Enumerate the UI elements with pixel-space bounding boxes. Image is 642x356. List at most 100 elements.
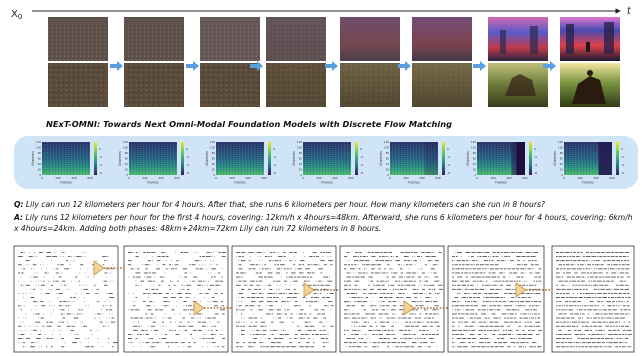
city-image-step-3 [200, 17, 260, 61]
y-axis-label: Channels [205, 151, 209, 166]
text-token-panel-2 [123, 245, 229, 353]
x-tick: 600 [87, 176, 93, 180]
x-axis-label: Frames [147, 181, 159, 185]
x-tick: 400 [593, 176, 599, 180]
step-connector [403, 300, 448, 316]
colorbar-tick: -4 [534, 163, 537, 167]
y-tick: 0 [387, 173, 389, 177]
triangle-marker-icon [303, 282, 315, 298]
y-tick: 120 [210, 140, 215, 144]
x-tick: 200 [229, 176, 235, 180]
y-axis-label: Channels [553, 151, 557, 166]
x-tick: 200 [142, 176, 148, 180]
y-tick: 20 [560, 168, 564, 172]
y-axis-label: Channels [379, 151, 383, 166]
x-tick: 600 [609, 176, 615, 180]
colorbar-tick: 0 [273, 147, 275, 151]
x-axis-label: Frames [582, 181, 594, 185]
y-tick: 20 [212, 168, 216, 172]
y-tick: 60 [473, 157, 477, 161]
x-tick: 200 [490, 176, 496, 180]
y-tick: 120 [384, 140, 389, 144]
colorbar-tick: 0 [534, 147, 536, 151]
colorbar-tick: -6 [621, 171, 624, 175]
colorbar-tick: -2 [621, 155, 624, 159]
y-tick: 120 [471, 140, 476, 144]
arrow-right-icon [473, 61, 486, 71]
y-axis-label: Channels [466, 151, 470, 166]
x-tick: 600 [435, 176, 441, 180]
x-tick: 400 [245, 176, 251, 180]
y-tick: 0 [126, 173, 128, 177]
colorbar-tick: -2 [447, 155, 450, 159]
t-label: t [627, 6, 632, 17]
x-tick: 0 [563, 176, 565, 180]
y-tick: 40 [473, 162, 477, 166]
colorbar-tick: -4 [273, 163, 276, 167]
y-tick: 100 [297, 146, 302, 150]
colorbar-tick: -4 [360, 163, 363, 167]
y-tick: 40 [38, 162, 42, 166]
step-connector [303, 282, 340, 298]
colorbar-tick: -6 [360, 171, 363, 175]
y-tick: 80 [560, 151, 564, 155]
x-tick: 400 [332, 176, 338, 180]
y-tick: 120 [297, 140, 302, 144]
y-tick: 100 [471, 146, 476, 150]
y-tick: 20 [299, 168, 303, 172]
colorbar-tick: -6 [186, 171, 189, 175]
x-tick: 200 [403, 176, 409, 180]
city-image-step-7 [488, 17, 548, 61]
y-tick: 40 [125, 162, 129, 166]
paper-title: NExT-OMNI: Towards Next Omni-Modal Found… [46, 119, 453, 129]
y-tick: 60 [299, 157, 303, 161]
text-token-panel-6 [551, 245, 635, 353]
colorbar-tick: -2 [99, 155, 102, 159]
colorbar-tick: 0 [360, 147, 362, 151]
horse-image-step-3 [200, 63, 260, 107]
text-token-panel-4 [339, 245, 445, 353]
x-axis-label: Frames [60, 181, 72, 185]
step-arrows [110, 61, 556, 71]
colorbar-tick: -2 [273, 155, 276, 159]
triangle-marker-icon [193, 300, 205, 316]
y-tick: 120 [123, 140, 128, 144]
y-axis-label: Channels [118, 151, 122, 166]
triangle-marker-icon [403, 300, 415, 316]
x-tick: 400 [506, 176, 512, 180]
x-tick: 400 [419, 176, 425, 180]
y-tick: 0 [213, 173, 215, 177]
colorbar-tick: 0 [186, 147, 188, 151]
y-tick: 20 [125, 168, 129, 172]
colorbar-tick: 0 [99, 147, 101, 151]
y-tick: 100 [123, 146, 128, 150]
y-tick: 60 [38, 157, 42, 161]
x-tick: 600 [261, 176, 267, 180]
y-tick: 0 [474, 173, 476, 177]
y-tick: 20 [38, 168, 42, 172]
y-tick: 100 [210, 146, 215, 150]
x-tick: 600 [174, 176, 180, 180]
x-axis-label: Frames [234, 181, 246, 185]
x0-label: X0 [11, 9, 22, 21]
x-tick: 600 [522, 176, 528, 180]
colorbar-tick: -6 [273, 171, 276, 175]
city-image-step-1 [48, 17, 108, 61]
step-connector [515, 282, 552, 298]
y-tick: 60 [125, 157, 129, 161]
x-tick: 0 [215, 176, 217, 180]
city-image-step-2 [124, 17, 184, 61]
colorbar-tick: -4 [99, 163, 102, 167]
y-tick: 0 [39, 173, 41, 177]
y-axis-label: Channels [31, 151, 35, 166]
triangle-marker-icon [515, 282, 527, 298]
y-tick: 80 [38, 151, 42, 155]
colorbar-tick: -6 [99, 171, 102, 175]
x-axis-label: Frames [408, 181, 420, 185]
